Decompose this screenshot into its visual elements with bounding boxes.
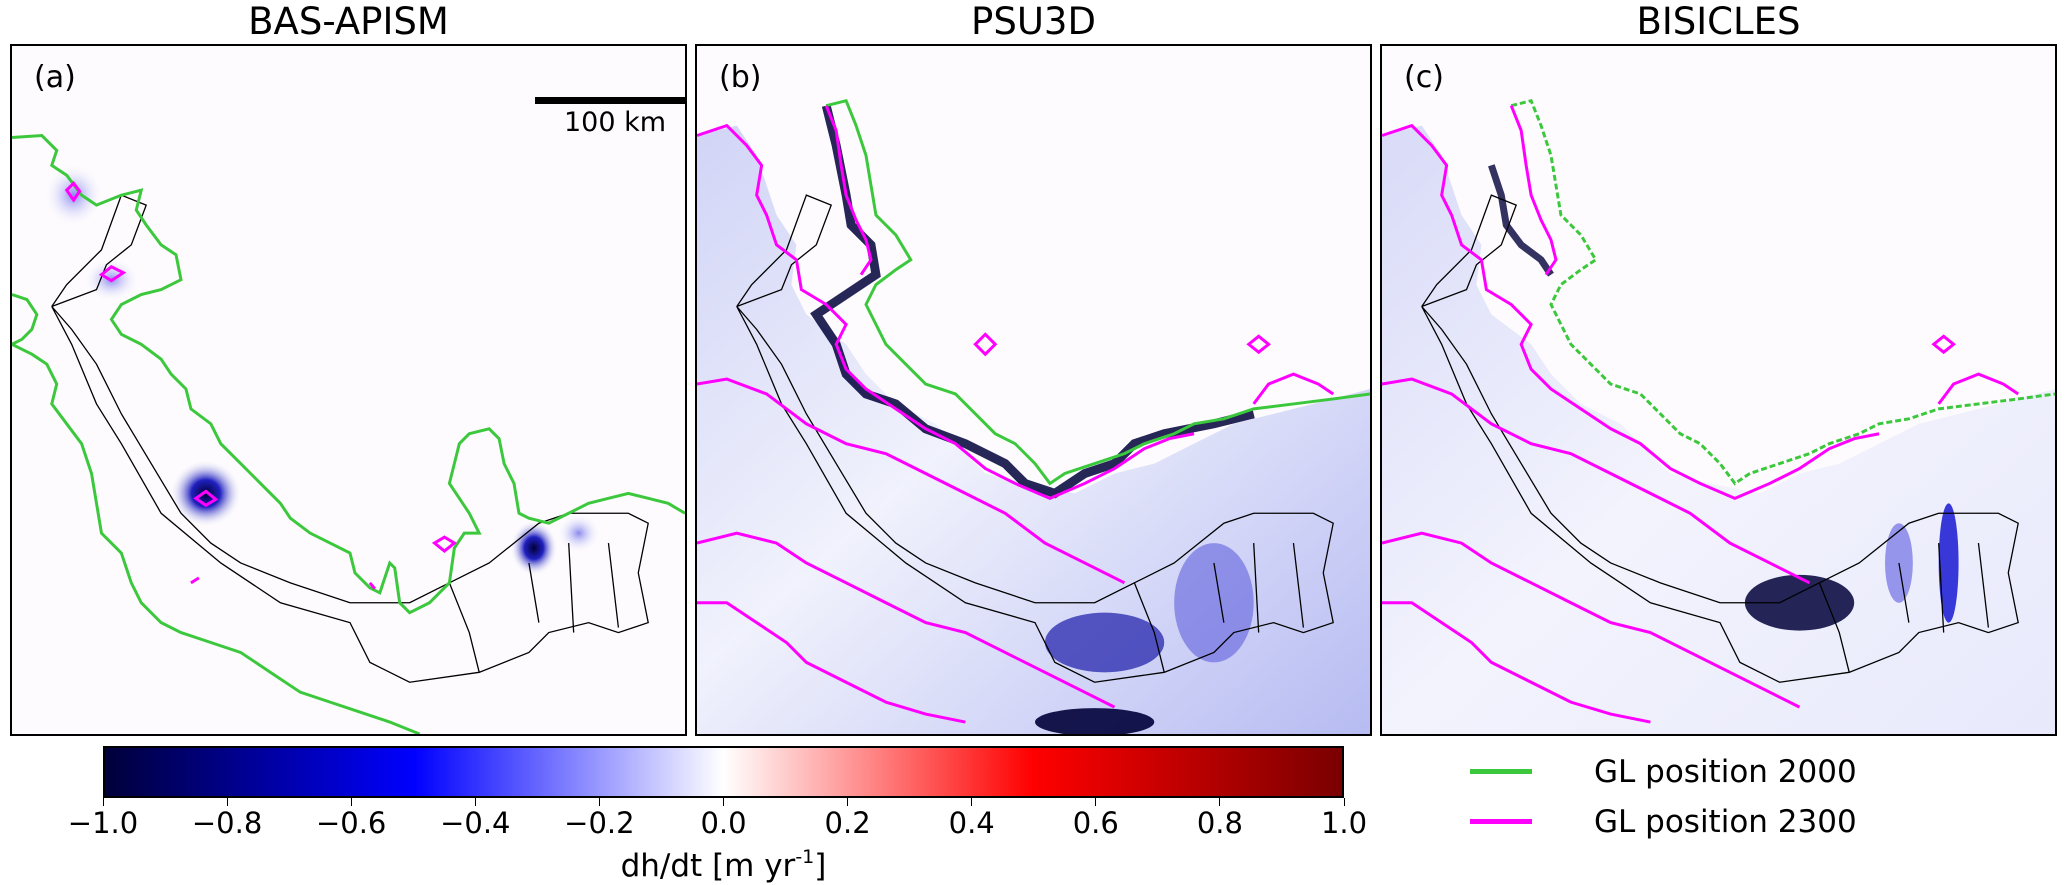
colorbar-tick-label: 0.0 [700, 806, 747, 840]
gl-2000-line [1510, 98, 2055, 486]
scalebar [535, 97, 685, 104]
colorbar-tick-label: 0.8 [1196, 806, 1243, 840]
colorbar-tick-label: 0.4 [948, 806, 995, 840]
basin-outline [1421, 194, 2019, 683]
colorbar [103, 746, 1344, 798]
colorbar-tick-label: −0.2 [564, 806, 635, 840]
thinning-spot [510, 520, 558, 576]
colorbar-tick [1343, 798, 1345, 806]
colorbar-tick-label: −1.0 [67, 806, 139, 840]
panel-title-a: BAS-APISM [248, 0, 449, 43]
colorbar-tick [847, 798, 849, 806]
thinning-spot [1938, 503, 1959, 623]
colorbar-tick-label: 0.6 [1072, 806, 1119, 840]
colorbar-tick-label: −0.6 [315, 806, 387, 840]
legend-swatch-green [1470, 769, 1532, 774]
thinning-spot [43, 163, 104, 227]
gl-2300-line [1382, 105, 2020, 724]
thinning-spot [1035, 708, 1155, 734]
colorbar-tick [350, 798, 352, 806]
thinning-band [1488, 164, 1554, 277]
gl-2000-line [825, 98, 1370, 486]
colorbar-tick [1219, 798, 1221, 806]
colorbar-tick [102, 798, 104, 806]
colorbar-tick-label: −0.4 [440, 806, 511, 840]
gl-2300-line [64, 180, 457, 590]
colorbar-tick [598, 798, 600, 806]
thinning-spot [556, 513, 601, 554]
basin-outline [51, 194, 649, 683]
colorbar-tick [971, 798, 973, 806]
gl-2000-line [12, 133, 685, 734]
map-a-svg [12, 133, 685, 734]
panel-letter-a: (a) [34, 60, 76, 95]
colorbar-label-superscript: -1 [795, 846, 815, 868]
colorbar-tick [474, 798, 476, 806]
legend-label: GL position 2000 [1594, 754, 1857, 790]
map-panel-c: (c) [1380, 44, 2057, 736]
panel-title-c: BISICLES [1636, 0, 1801, 43]
colorbar-tick [226, 798, 228, 806]
colorbar-label-prefix: dh/dt [m yr [620, 848, 796, 884]
colorbar-tick-label: 1.0 [1320, 806, 1368, 840]
legend-swatch-magenta [1470, 819, 1532, 824]
panel-letter-c: (c) [1404, 60, 1444, 95]
panel-title-b: PSU3D [971, 0, 1096, 43]
map-panel-b: (b) [695, 44, 1372, 736]
scalebar-label: 100 km [563, 107, 667, 138]
thinning-spot [1044, 612, 1165, 673]
colorbar-tick-label: −0.8 [191, 806, 263, 840]
map-panel-a: (a) 100 km [10, 44, 687, 736]
basin-outline [736, 194, 1334, 683]
panel-letter-b: (b) [719, 60, 762, 95]
gl-2300-line [697, 105, 1335, 724]
colorbar-label-suffix: ] [814, 848, 827, 884]
colorbar-tick [1095, 798, 1097, 806]
colorbar-tick [723, 798, 724, 806]
colorbar-tick-label: 0.2 [824, 806, 871, 840]
map-b-svg [697, 98, 1370, 734]
legend-label: GL position 2300 [1594, 804, 1857, 840]
thinning-spot [170, 459, 242, 528]
map-c-svg [1382, 98, 2055, 734]
thinning-spot [1744, 574, 1855, 631]
thinning-spot [1174, 543, 1254, 663]
